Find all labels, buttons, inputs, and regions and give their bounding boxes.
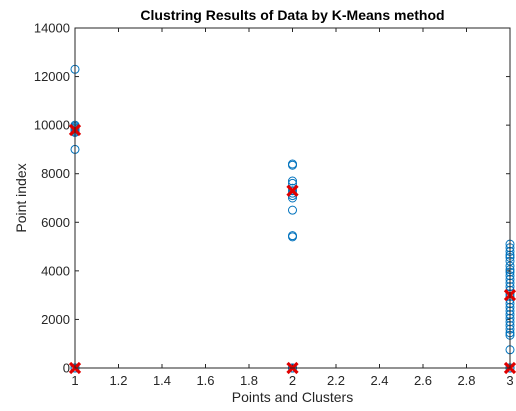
- x-tick-label: 2.6: [414, 373, 432, 388]
- y-tick-label: 2000: [41, 312, 70, 327]
- x-tick-label: 2.4: [370, 373, 388, 388]
- data-point: [288, 205, 297, 215]
- y-tick-label: 4000: [41, 263, 70, 278]
- y-tick-label: 12000: [34, 69, 70, 84]
- data-point: [288, 178, 297, 188]
- plot-border: [74, 27, 511, 369]
- y-tick-label: 0: [63, 361, 70, 376]
- x-tick-label: 1: [71, 373, 78, 388]
- y-tick-label: 6000: [41, 215, 70, 230]
- plot-area: [75, 28, 510, 368]
- y-tick-label: 14000: [34, 21, 70, 36]
- x-tick-label: 2.2: [327, 373, 345, 388]
- x-tick-label: 1.4: [153, 373, 171, 388]
- y-tick-label: 10000: [34, 118, 70, 133]
- y-axis-label: Point index: [13, 163, 29, 232]
- data-point: [288, 186, 297, 196]
- data-point: [288, 160, 297, 170]
- y-tick-label: 8000: [41, 166, 70, 181]
- data-point: [288, 193, 297, 203]
- centroid-marker: [286, 184, 299, 197]
- x-tick-label: 1.2: [109, 373, 127, 388]
- x-tick-label: 2: [289, 373, 296, 388]
- x-axis-label: Points and Clusters: [232, 389, 353, 405]
- x-tick-label: 1.6: [196, 373, 214, 388]
- data-point: [288, 232, 297, 242]
- x-tick-label: 2.8: [457, 373, 475, 388]
- x-tick-label: 1.8: [240, 373, 258, 388]
- data-point: [288, 176, 297, 186]
- x-tick-label: 3: [506, 373, 513, 388]
- axis-ticks: 1 1.2 1.4 1.6 1.8 2 2.2 2.4 2.6 2.8 3 0 2000 4000 6000…: [34, 21, 514, 389]
- chart-title: Clustring Results of Data by K-Means met…: [140, 7, 444, 23]
